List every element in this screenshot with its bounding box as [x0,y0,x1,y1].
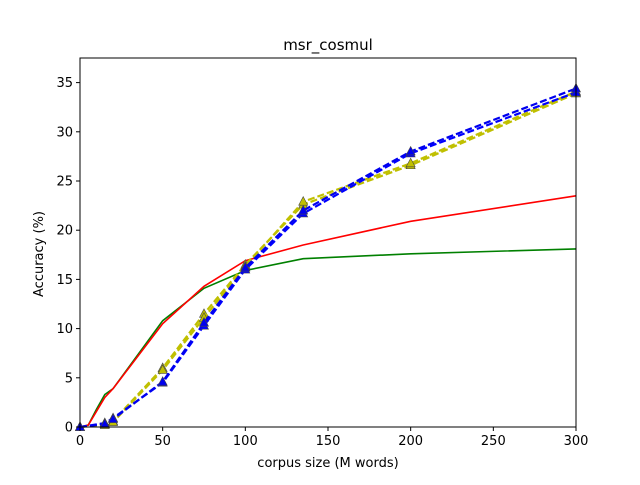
y-tick-label: 20 [56,224,73,239]
series-6-line [79,87,577,429]
series-6-point [199,317,209,327]
series-6-point [298,204,309,215]
x-axis-label: corpus size (M words) [257,456,398,471]
plot-background [80,58,576,427]
y-tick-label: 5 [65,371,73,386]
x-tick-label: 150 [316,434,341,449]
y-tick-label: 15 [56,273,73,288]
series-2-line [79,195,577,428]
series-4-point [405,157,416,168]
y-tick-label: 30 [56,125,73,140]
series-4-point [157,364,168,374]
x-tick-label: 100 [233,434,258,449]
y-tick-label: 10 [56,322,73,337]
x-tick-label: 0 [76,434,84,449]
series-6-point [405,145,416,156]
x-tick-label: 200 [398,434,423,449]
y-tick-label: 35 [56,76,73,91]
x-tick-label: 300 [564,434,589,449]
axes: 0 50 100 150 200 250 300 0 5 10 15 20 25 30 35 [56,57,589,449]
x-tick-label: 250 [481,434,506,449]
chart-title: msr_cosmul [283,36,373,55]
plot-area [80,58,576,427]
series-6-point [99,418,110,428]
series-6-point [157,376,168,386]
x-tick-label: 50 [154,434,171,449]
y-tick-label: 0 [65,421,73,436]
series-6-point [108,413,119,423]
y-tick-label: 25 [56,175,73,190]
y-axis-label: Accuracy (%) [32,211,47,297]
series-6-point [240,261,251,272]
